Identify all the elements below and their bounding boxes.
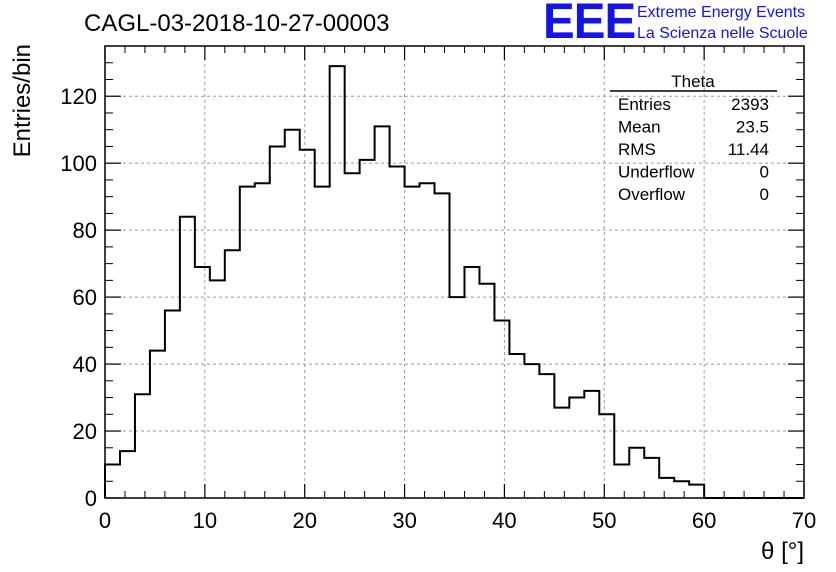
y-tick-label: 100 xyxy=(60,151,97,176)
eee-logo: EEE xyxy=(543,0,636,49)
stats-row-label: Overflow xyxy=(618,185,686,204)
x-tick-label: 40 xyxy=(492,508,516,533)
x-tick-label: 20 xyxy=(292,508,316,533)
x-tick-label: 10 xyxy=(193,508,217,533)
axis-ticks xyxy=(104,45,805,499)
y-tick-label: 20 xyxy=(73,419,97,444)
x-tick-label: 70 xyxy=(792,508,816,533)
chart-title: CAGL-03-2018-10-27-00003 xyxy=(84,10,390,37)
stats-row-label: Underflow xyxy=(618,163,695,182)
stats-row-value: 2393 xyxy=(731,95,769,114)
y-tick-label: 80 xyxy=(73,218,97,243)
stats-row-value: 23.5 xyxy=(736,118,769,137)
histogram-outline xyxy=(104,65,804,499)
grid xyxy=(105,46,804,498)
y-tick-label: 120 xyxy=(60,84,97,109)
logo-line-2: La Scienza nelle Scuole xyxy=(637,25,808,42)
stats-title: Theta xyxy=(671,72,715,91)
stats-row-value: 0 xyxy=(760,163,769,182)
stats-row-value: 11.44 xyxy=(728,140,769,159)
logo-line-1: Extreme Energy Events xyxy=(637,4,806,21)
tick-labels: 0 10 20 30 40 50 60 70 0 20 40 60 80 100 120 xyxy=(60,84,816,533)
x-tick-label: 30 xyxy=(392,508,416,533)
x-tick-label: 60 xyxy=(692,508,716,533)
stats-row-label: Mean xyxy=(618,118,661,137)
stats-box: Theta Entries 2393 Mean 23.5 RMS 11.44 Underfl… xyxy=(610,72,777,204)
x-tick-label: 50 xyxy=(592,508,616,533)
y-tick-label: 40 xyxy=(73,352,97,377)
y-tick-label: 60 xyxy=(73,285,97,310)
stats-row-label: Entries xyxy=(618,95,671,114)
y-axis-label: Entries/bin xyxy=(9,44,36,157)
plot-frame xyxy=(104,45,805,499)
x-axis-label: θ [°] xyxy=(761,538,804,565)
stats-rows: Entries 2393 Mean 23.5 RMS 11.44 Underflow 0 Ove… xyxy=(618,95,769,204)
x-tick-label: 0 xyxy=(99,508,111,533)
stats-row-value: 0 xyxy=(760,185,769,204)
stats-row-label: RMS xyxy=(618,140,656,159)
y-tick-label: 0 xyxy=(85,486,97,511)
